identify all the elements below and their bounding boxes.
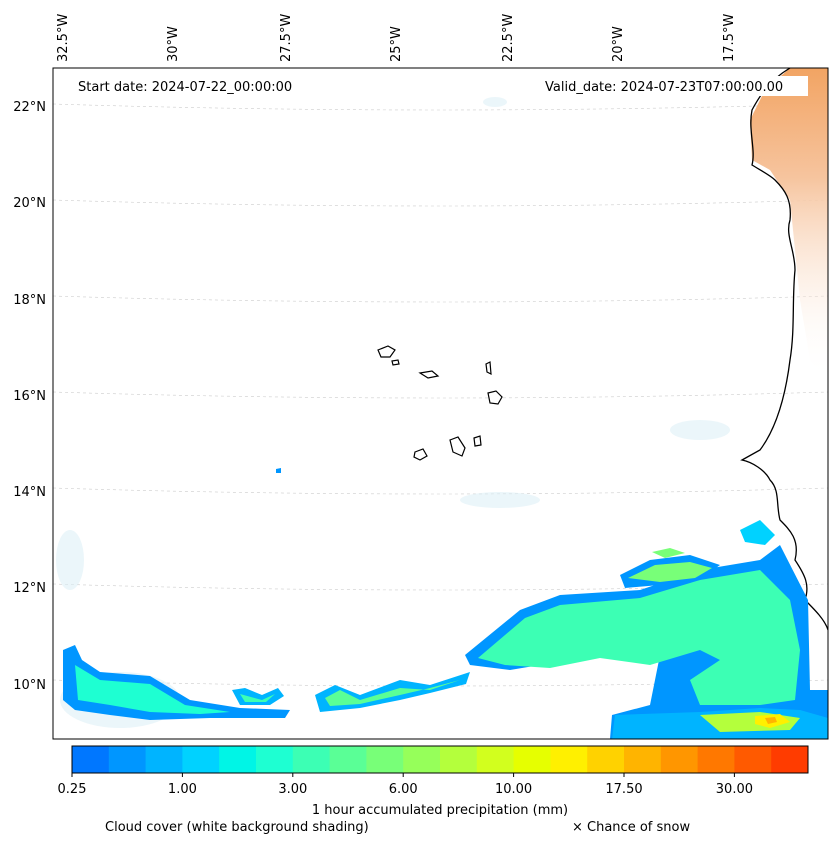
map-border: [52, 67, 829, 740]
latitude-tick-labels: 22°N 20°N 18°N 16°N 14°N 12°N 10°N: [13, 100, 46, 693]
lat-gridline: [53, 487, 828, 495]
lat-gridline: [53, 103, 828, 111]
lat-tick-label: 10°N: [13, 678, 46, 693]
colorbar-swatch: [145, 746, 183, 773]
cloud-cover-note: Cloud cover (white background shading): [105, 820, 369, 835]
colorbar-swatch: [697, 746, 735, 773]
colorbar-swatch: [329, 746, 367, 773]
lat-tick-label: 14°N: [13, 485, 46, 500]
colorbar-tick-label: 0.25: [58, 782, 87, 797]
valid-date-annotation: Valid_date: 2024-07-23T07:00:00.00: [545, 80, 783, 95]
cape-verde-islands: [377, 345, 503, 461]
colorbar-swatch: [72, 746, 110, 773]
colorbar-tick-label: 1.00: [168, 782, 197, 797]
lat-tick-label: 22°N: [13, 100, 46, 115]
longitude-tick-labels: 32.5°W 30°W 27.5°W 25°W 22.5°W 20°W 17.5°W: [56, 14, 737, 62]
colorbar-swatch: [513, 746, 551, 773]
snow-chance-note: × Chance of snow: [572, 820, 690, 835]
lon-tick-label: 27.5°W: [279, 14, 294, 62]
lat-gridline: [53, 391, 828, 399]
colorbar: [71, 745, 809, 774]
precipitation-bands: [63, 468, 828, 739]
start-date-annotation: Start date: 2024-07-22_00:00:00: [78, 80, 292, 95]
annotations: Start date: 2024-07-22_00:00:00 Valid_da…: [70, 76, 808, 96]
colorbar-label: 1 hour accumulated precipitation (mm): [312, 803, 568, 818]
africa-coastline: [740, 68, 828, 631]
colorbar-tick-labels: 0.25 1.00 3.00 6.00 10.00 17.50 30.00: [58, 773, 753, 797]
colorbar-swatch: [403, 746, 441, 773]
colorbar-tick-label: 6.00: [389, 782, 418, 797]
lat-gridline: [53, 583, 828, 591]
lon-tick-label: 30°W: [166, 26, 181, 62]
colorbar-tick-label: 10.00: [495, 782, 532, 797]
lat-gridline: [53, 199, 828, 207]
lon-tick-label: 20°W: [611, 26, 626, 62]
lon-tick-label: 22.5°W: [501, 14, 516, 62]
colorbar-swatch: [440, 746, 478, 773]
colorbar-swatch: [734, 746, 772, 773]
colorbar-swatch: [624, 746, 662, 773]
colorbar-swatch: [219, 746, 257, 773]
colorbar-swatch: [108, 746, 147, 773]
colorbar-swatch: [476, 746, 515, 773]
colorbar-swatch: [587, 746, 625, 773]
land-shading-africa: [750, 68, 828, 380]
lat-tick-label: 16°N: [13, 389, 46, 404]
lon-tick-label: 32.5°W: [56, 14, 71, 62]
lat-gridline: [53, 295, 828, 303]
lat-tick-label: 20°N: [13, 196, 46, 211]
colorbar-tick-label: 30.00: [716, 782, 753, 797]
colorbar-tick-label: 3.00: [278, 782, 307, 797]
colorbar-swatch: [256, 746, 294, 773]
lon-tick-label: 17.5°W: [722, 14, 737, 62]
colorbar-tick-label: 17.50: [605, 782, 642, 797]
colorbar-frame: [71, 745, 809, 774]
lon-tick-label: 25°W: [389, 26, 404, 62]
colorbar-swatch: [366, 746, 404, 773]
colorbar-swatch: [182, 746, 220, 773]
lat-tick-label: 12°N: [13, 581, 46, 596]
colorbar-swatch: [771, 746, 809, 773]
map-layers: [53, 68, 828, 739]
colorbar-swatch: [550, 746, 588, 773]
lat-tick-label: 18°N: [13, 293, 46, 308]
colorbar-swatch: [660, 746, 699, 773]
colorbar-swatch: [292, 746, 331, 773]
